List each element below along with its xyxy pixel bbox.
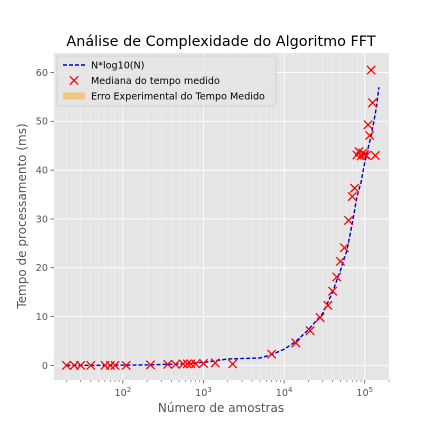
median-time-point — [332, 272, 342, 282]
median-time-point — [110, 360, 120, 371]
median-time-point — [170, 359, 181, 370]
legend-entry-label: Mediana do tempo medido — [91, 76, 220, 87]
median-time-point — [86, 360, 96, 371]
marker-stroke — [61, 360, 72, 371]
median-time-point — [178, 359, 188, 369]
legend-box — [56, 55, 277, 107]
marker-stroke — [305, 326, 315, 336]
median-time-point — [163, 359, 173, 370]
marker-stroke — [76, 360, 86, 371]
median-time-point — [210, 358, 220, 368]
median-time-point — [370, 150, 380, 161]
marker-stroke — [266, 349, 277, 359]
marker-stroke — [354, 146, 364, 157]
median-time-point — [266, 349, 277, 359]
y-tick-label: 10 — [36, 312, 48, 323]
x-tick-label: 104 — [276, 386, 293, 399]
x-tick-label: 102 — [115, 386, 132, 399]
marker-stroke — [163, 359, 173, 370]
marker-stroke — [366, 65, 376, 75]
median-time-point — [145, 360, 156, 370]
y-tick-label: 40 — [36, 166, 48, 177]
marker-stroke — [182, 359, 192, 369]
median-time-point — [347, 191, 357, 202]
marker-stroke — [363, 120, 373, 130]
marker-stroke — [178, 359, 188, 369]
marker-stroke — [121, 360, 131, 371]
marker-stroke — [210, 358, 220, 368]
median-time-point — [105, 360, 116, 371]
median-time-point — [121, 360, 131, 371]
median-time-point — [363, 120, 373, 130]
marker-stroke — [339, 243, 350, 253]
grid-lines — [54, 53, 390, 380]
marker-stroke — [327, 286, 338, 296]
marker-stroke — [370, 150, 380, 161]
median-time-point — [367, 98, 378, 108]
marker-stroke — [364, 130, 375, 141]
marker-stroke — [198, 358, 209, 369]
median-time-point — [339, 243, 350, 253]
marker-stroke — [86, 360, 96, 371]
plot-area — [54, 53, 389, 380]
nlogn-series-line — [66, 87, 380, 367]
y-tick-label: 50 — [36, 117, 48, 128]
marker-stroke — [323, 300, 333, 310]
median-time-point — [335, 256, 346, 267]
y-tick-label: 30 — [36, 214, 48, 225]
marker-stroke — [291, 338, 301, 348]
y-tick-label: 20 — [36, 263, 48, 274]
median-time-point — [291, 338, 301, 348]
marker-stroke — [349, 183, 360, 193]
legend-entry-label: N*log10(N) — [91, 60, 144, 71]
median-time-point — [227, 359, 238, 369]
x-tick-label: 105 — [356, 386, 373, 399]
median-time-point — [349, 183, 360, 193]
y-axis-label: Tempo de processamento (ms) — [15, 123, 29, 309]
median-time-point — [305, 326, 315, 336]
marker-stroke — [170, 359, 181, 370]
marker-stroke — [367, 98, 378, 108]
marker-stroke — [343, 215, 354, 226]
median-time-point — [76, 360, 86, 371]
marker-stroke — [361, 150, 372, 161]
x-axis-ticks: 102 103 104 105 — [66, 380, 390, 399]
series-layer — [61, 65, 380, 371]
y-axis-ticks: 0 10 20 30 40 50 60 — [36, 68, 54, 372]
marker-stroke — [105, 360, 116, 371]
marker-stroke — [347, 191, 357, 202]
marker-stroke — [186, 359, 196, 369]
legend-marker-handle — [69, 75, 79, 86]
marker-stroke — [145, 360, 156, 370]
median-time-point — [327, 286, 338, 296]
median-time-point — [198, 358, 209, 369]
marker-stroke — [110, 360, 120, 371]
median-time-point — [182, 359, 192, 369]
median-time-point — [315, 312, 325, 323]
median-time-point — [366, 65, 376, 75]
median-time-point — [343, 215, 354, 226]
marker-stroke — [332, 272, 342, 282]
median-time-point — [361, 150, 372, 161]
y-tick-label: 60 — [36, 68, 48, 79]
x-axis-label: Número de amostras — [158, 401, 284, 415]
median-time-point — [323, 300, 333, 310]
marker-stroke — [227, 359, 238, 369]
marker-stroke — [335, 256, 346, 267]
median-time-point — [186, 359, 196, 369]
median-time-point — [61, 360, 72, 371]
legend-entry-label: Erro Experimental do Tempo Medido — [91, 91, 265, 102]
median-time-point — [364, 130, 375, 141]
marker-stroke — [191, 359, 201, 369]
legend: N*log10(N) Mediana do tempo medido Erro Ex… — [56, 55, 277, 107]
legend-patch-handle — [63, 92, 85, 100]
chart-title: Análise de Complexidade do Algoritmo FFT — [66, 34, 375, 50]
marker-stroke — [315, 312, 325, 323]
median-time-point — [191, 359, 201, 369]
x-tick-label: 103 — [195, 386, 212, 399]
y-tick-label: 0 — [42, 361, 48, 372]
